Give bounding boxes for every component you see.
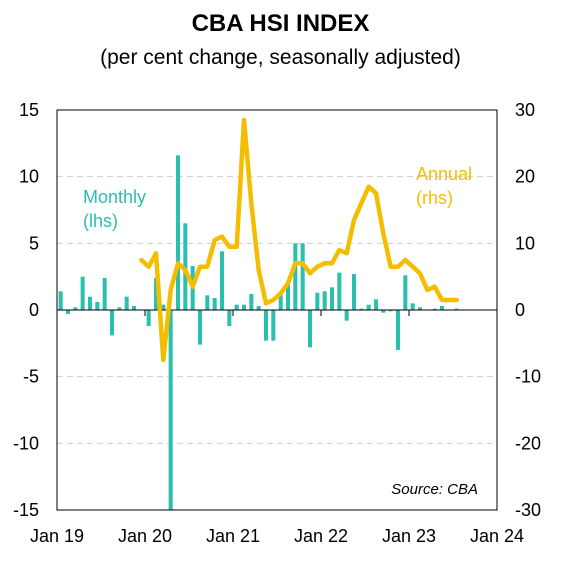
monthly-bar [146, 310, 151, 326]
y-left-tick-label: 5 [29, 233, 39, 253]
monthly-label-line1: Monthly [83, 187, 146, 207]
monthly-bar [102, 278, 107, 310]
monthly-bar [249, 294, 254, 310]
monthly-bar [80, 276, 85, 310]
chart-subtitle: (per cent change, seasonally adjusted) [100, 46, 461, 69]
monthly-bar [227, 310, 232, 326]
annual-label-line2: (rhs) [416, 188, 453, 208]
monthly-bar [271, 310, 276, 341]
chart-title: CBA HSI INDEX [191, 10, 370, 37]
y-left-tick-label: 10 [19, 167, 39, 187]
monthly-bar [175, 155, 181, 310]
y-left-tick-label: -5 [23, 367, 39, 387]
x-tick-label: Jan 20 [118, 526, 172, 546]
y-right-tick-label: 30 [515, 100, 535, 120]
y-right-tick-label: -10 [515, 367, 541, 387]
monthly-bar [153, 278, 159, 310]
x-tick-label: Jan 23 [382, 526, 436, 546]
y-right-tick-label: -20 [515, 433, 541, 453]
x-tick-label: Jan 24 [470, 526, 524, 546]
y-right-tick-label: 10 [515, 233, 535, 253]
monthly-bar [359, 308, 364, 310]
y-right-tick-label: 0 [515, 300, 525, 320]
monthly-bar [439, 306, 445, 310]
y-left-tick-label: 15 [19, 100, 39, 120]
monthly-label-line2: (lhs) [83, 211, 118, 231]
monthly-bar [95, 302, 100, 310]
monthly-bar [161, 304, 166, 310]
x-tick-label: Jan 22 [294, 526, 348, 546]
y-right-tick-label: -30 [515, 500, 541, 520]
monthly-bar [285, 283, 291, 310]
x-tick-label: Jan 19 [30, 526, 84, 546]
monthly-bar [117, 307, 122, 310]
monthly-bar [410, 303, 415, 310]
monthly-bar [307, 310, 313, 348]
monthly-bar [241, 304, 247, 310]
monthly-bar [293, 243, 298, 310]
monthly-bar [395, 310, 401, 350]
monthly-bar [388, 310, 393, 312]
monthly-bar [205, 295, 210, 310]
monthly-bar [87, 296, 93, 310]
monthly-bar [124, 296, 129, 310]
monthly-bar [131, 306, 137, 310]
annual-line [139, 117, 459, 363]
monthly-bar [417, 307, 423, 310]
monthly-bar [454, 308, 459, 310]
monthly-bar [278, 295, 283, 310]
monthly-bar [337, 272, 342, 310]
monthly-bar [212, 298, 217, 310]
y-left-tick-label: -10 [13, 433, 39, 453]
monthly-bar [329, 287, 335, 310]
monthly-bar [300, 243, 305, 310]
monthly-bar [256, 306, 261, 310]
monthly-bar [183, 223, 188, 310]
monthly-bar [65, 310, 71, 314]
monthly-bar [234, 304, 239, 310]
y-right-tick-label: 20 [515, 167, 535, 187]
monthly-bar [403, 275, 408, 310]
monthly-bar [219, 251, 225, 310]
x-tick-label: Jan 21 [206, 526, 260, 546]
monthly-bar [58, 291, 63, 310]
monthly-bar [73, 307, 78, 310]
monthly-bar [344, 310, 349, 321]
monthly-bar [168, 310, 173, 510]
monthly-bar [351, 274, 357, 310]
monthly-bar [373, 299, 379, 310]
monthly-bar [263, 310, 269, 341]
monthly-bar [366, 304, 371, 310]
y-left-tick-label: -15 [13, 500, 39, 520]
annual-label-line1: Annual [416, 164, 472, 184]
monthly-bar [432, 308, 437, 310]
source-note: Source: CBA [391, 481, 478, 498]
monthly-bar [109, 310, 115, 336]
monthly-bar [315, 292, 320, 310]
monthly-bar [197, 310, 203, 345]
monthly-bar [322, 291, 327, 310]
monthly-bar [381, 310, 386, 313]
y-left-tick-label: 0 [29, 300, 39, 320]
